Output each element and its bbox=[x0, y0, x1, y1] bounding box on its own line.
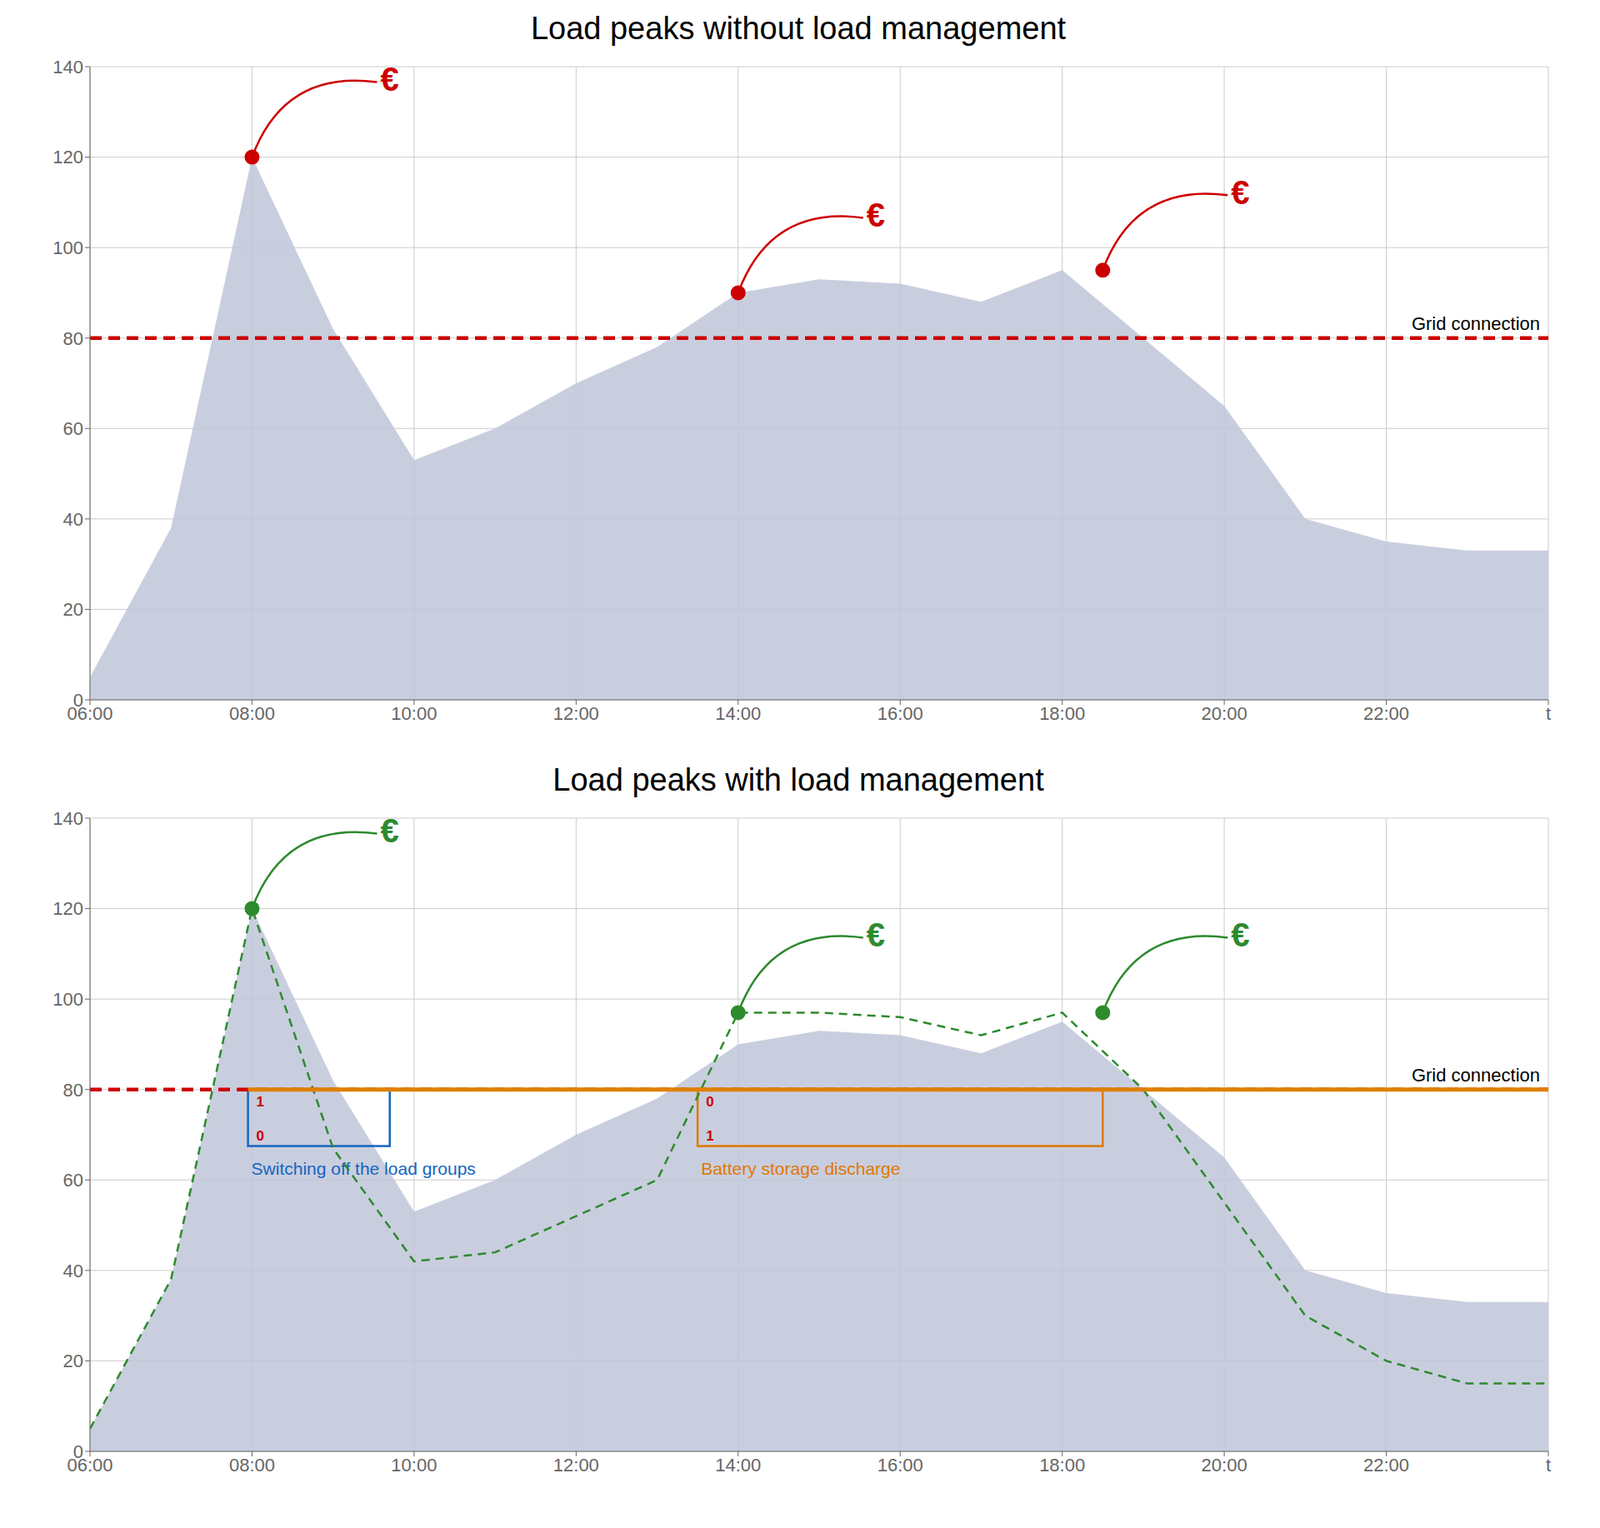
svg-text:120: 120 bbox=[52, 146, 84, 168]
svg-text:10:00: 10:00 bbox=[390, 703, 437, 725]
svg-text:t: t bbox=[1545, 1455, 1551, 1476]
svg-text:40: 40 bbox=[63, 1260, 84, 1282]
svg-text:20:00: 20:00 bbox=[1201, 703, 1248, 725]
svg-text:08:00: 08:00 bbox=[229, 1455, 275, 1476]
svg-text:1: 1 bbox=[256, 1094, 265, 1110]
svg-text:60: 60 bbox=[63, 418, 84, 440]
svg-text:20: 20 bbox=[63, 599, 84, 620]
svg-text:06:00: 06:00 bbox=[67, 703, 113, 724]
svg-text:20: 20 bbox=[63, 1350, 84, 1372]
svg-text:60: 60 bbox=[63, 1170, 84, 1191]
svg-text:14:00: 14:00 bbox=[715, 703, 761, 725]
svg-text:140: 140 bbox=[52, 56, 84, 78]
svg-text:1: 1 bbox=[705, 1128, 714, 1145]
svg-text:08:00: 08:00 bbox=[229, 703, 275, 725]
svg-text:20:00: 20:00 bbox=[1201, 1455, 1248, 1476]
svg-text:18:00: 18:00 bbox=[1039, 703, 1085, 725]
svg-text:100: 100 bbox=[52, 989, 84, 1010]
svg-text:Switching off the load groups: Switching off the load groups bbox=[251, 1159, 476, 1179]
svg-text:22:00: 22:00 bbox=[1363, 703, 1410, 725]
svg-text:140: 140 bbox=[52, 808, 84, 830]
svg-text:06:00: 06:00 bbox=[67, 1454, 113, 1476]
svg-text:0: 0 bbox=[73, 690, 84, 711]
svg-text:100: 100 bbox=[52, 237, 84, 259]
svg-text:12:00: 12:00 bbox=[553, 703, 600, 725]
html-text:Load peaks with load managemen: Load peaks with load management bbox=[552, 762, 1044, 798]
svg-text:t: t bbox=[1545, 703, 1551, 725]
svg-text:16:00: 16:00 bbox=[877, 703, 924, 725]
svg-text:Battery storage discharge: Battery storage discharge bbox=[700, 1159, 900, 1179]
svg-text:16:00: 16:00 bbox=[877, 1455, 924, 1476]
svg-text:0: 0 bbox=[73, 1441, 84, 1463]
svg-text:14:00: 14:00 bbox=[715, 1455, 761, 1476]
svg-text:Grid connection: Grid connection bbox=[1411, 313, 1540, 335]
svg-text:€: € bbox=[866, 196, 885, 234]
svg-text:Grid connection: Grid connection bbox=[1411, 1065, 1540, 1086]
svg-text:80: 80 bbox=[63, 328, 84, 350]
svg-text:22:00: 22:00 bbox=[1363, 1455, 1410, 1476]
svg-text:10:00: 10:00 bbox=[390, 1455, 437, 1476]
html-text:Load peaks without load manage: Load peaks without load management bbox=[530, 10, 1066, 46]
svg-text:€: € bbox=[1230, 916, 1250, 954]
svg-text:€: € bbox=[866, 916, 885, 954]
svg-text:€: € bbox=[380, 812, 399, 850]
svg-text:18:00: 18:00 bbox=[1039, 1455, 1085, 1476]
svg-text:0: 0 bbox=[705, 1094, 714, 1110]
svg-text:0: 0 bbox=[256, 1128, 265, 1145]
svg-text:120: 120 bbox=[52, 898, 84, 920]
svg-text:€: € bbox=[380, 60, 399, 98]
svg-text:€: € bbox=[1230, 174, 1250, 211]
svg-text:12:00: 12:00 bbox=[553, 1455, 600, 1476]
svg-text:80: 80 bbox=[63, 1080, 84, 1101]
svg-text:40: 40 bbox=[63, 509, 84, 530]
